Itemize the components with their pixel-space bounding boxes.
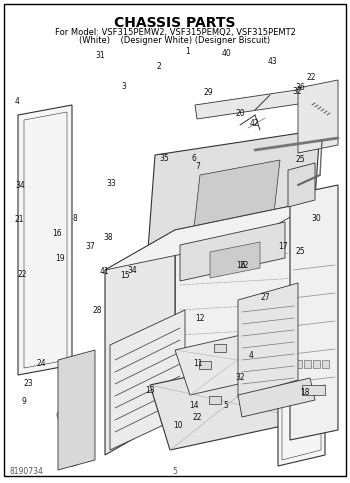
Text: 7: 7: [195, 162, 200, 171]
Text: 22: 22: [239, 261, 249, 270]
Circle shape: [236, 411, 244, 419]
Text: 20: 20: [236, 109, 246, 118]
Text: 16: 16: [236, 261, 246, 270]
Text: CHASSIS PARTS: CHASSIS PARTS: [114, 16, 236, 30]
Text: 8190734: 8190734: [10, 467, 44, 476]
Text: (White)    (Designer White) (Designer Biscuit): (White) (Designer White) (Designer Biscu…: [79, 36, 271, 45]
Text: 29: 29: [203, 88, 213, 97]
Text: 3: 3: [122, 83, 127, 91]
Polygon shape: [298, 80, 338, 153]
Text: 36: 36: [295, 84, 305, 92]
Text: 22: 22: [193, 413, 203, 422]
Text: 21: 21: [14, 215, 24, 224]
Polygon shape: [175, 325, 300, 395]
Text: 32: 32: [292, 87, 302, 96]
Polygon shape: [195, 88, 312, 119]
Text: 10: 10: [174, 421, 183, 429]
Text: 12: 12: [195, 314, 204, 323]
Text: 28: 28: [92, 306, 102, 314]
Bar: [322, 360, 329, 368]
Text: 35: 35: [159, 154, 169, 163]
Text: 17: 17: [278, 242, 288, 251]
Bar: [199, 361, 211, 369]
Polygon shape: [210, 242, 260, 278]
Text: 22: 22: [306, 73, 316, 82]
Polygon shape: [145, 130, 320, 290]
Text: 5: 5: [223, 401, 228, 410]
Polygon shape: [150, 355, 310, 450]
Text: 9: 9: [21, 398, 26, 406]
Text: 23: 23: [24, 380, 34, 388]
Text: 1: 1: [185, 47, 190, 56]
Bar: [313, 360, 320, 368]
Text: 25: 25: [295, 247, 305, 256]
Text: 19: 19: [55, 254, 65, 263]
Text: 11: 11: [193, 359, 203, 368]
Polygon shape: [290, 185, 338, 440]
Text: 43: 43: [267, 57, 277, 66]
Text: 2: 2: [157, 62, 162, 71]
Text: 42: 42: [250, 119, 260, 128]
Text: 14: 14: [189, 401, 199, 410]
Polygon shape: [175, 200, 320, 415]
Text: 4: 4: [14, 97, 19, 106]
Polygon shape: [288, 163, 315, 207]
Circle shape: [62, 446, 82, 466]
Polygon shape: [105, 230, 175, 455]
Polygon shape: [180, 222, 285, 281]
Text: 8: 8: [73, 214, 78, 223]
Text: 31: 31: [95, 51, 105, 60]
Text: 18: 18: [300, 388, 309, 397]
Bar: [304, 360, 311, 368]
Text: 22: 22: [18, 270, 28, 279]
Bar: [214, 344, 226, 352]
Text: 6: 6: [192, 154, 197, 163]
Polygon shape: [278, 347, 325, 466]
Text: 34: 34: [15, 182, 25, 190]
Circle shape: [57, 410, 67, 420]
Text: 34: 34: [127, 266, 137, 275]
Bar: [302, 385, 325, 395]
Text: 24: 24: [36, 359, 46, 368]
Polygon shape: [18, 105, 72, 375]
Text: 15: 15: [120, 271, 130, 280]
Text: 5: 5: [173, 467, 177, 476]
Polygon shape: [110, 310, 185, 450]
Circle shape: [305, 301, 323, 319]
Polygon shape: [105, 200, 320, 270]
Text: 41: 41: [99, 267, 109, 276]
Text: 38: 38: [103, 233, 113, 242]
Text: 16: 16: [52, 229, 62, 238]
Text: 13: 13: [146, 386, 155, 395]
Text: 33: 33: [106, 179, 116, 188]
Bar: [295, 360, 302, 368]
Bar: [209, 396, 221, 404]
Polygon shape: [238, 378, 315, 417]
Text: 40: 40: [222, 49, 232, 57]
Polygon shape: [58, 350, 95, 470]
Circle shape: [67, 451, 77, 461]
Polygon shape: [192, 160, 280, 245]
Text: 32: 32: [235, 373, 245, 382]
Text: 25: 25: [295, 155, 305, 164]
Text: 4: 4: [249, 351, 254, 359]
Text: For Model: VSF315PEMW2, VSF315PEMQ2, VSF315PEMT2: For Model: VSF315PEMW2, VSF315PEMQ2, VSF…: [55, 28, 295, 37]
Text: 37: 37: [85, 242, 95, 251]
Text: 27: 27: [260, 293, 270, 301]
Polygon shape: [238, 283, 298, 397]
Text: 30: 30: [312, 214, 322, 223]
Circle shape: [73, 403, 83, 413]
